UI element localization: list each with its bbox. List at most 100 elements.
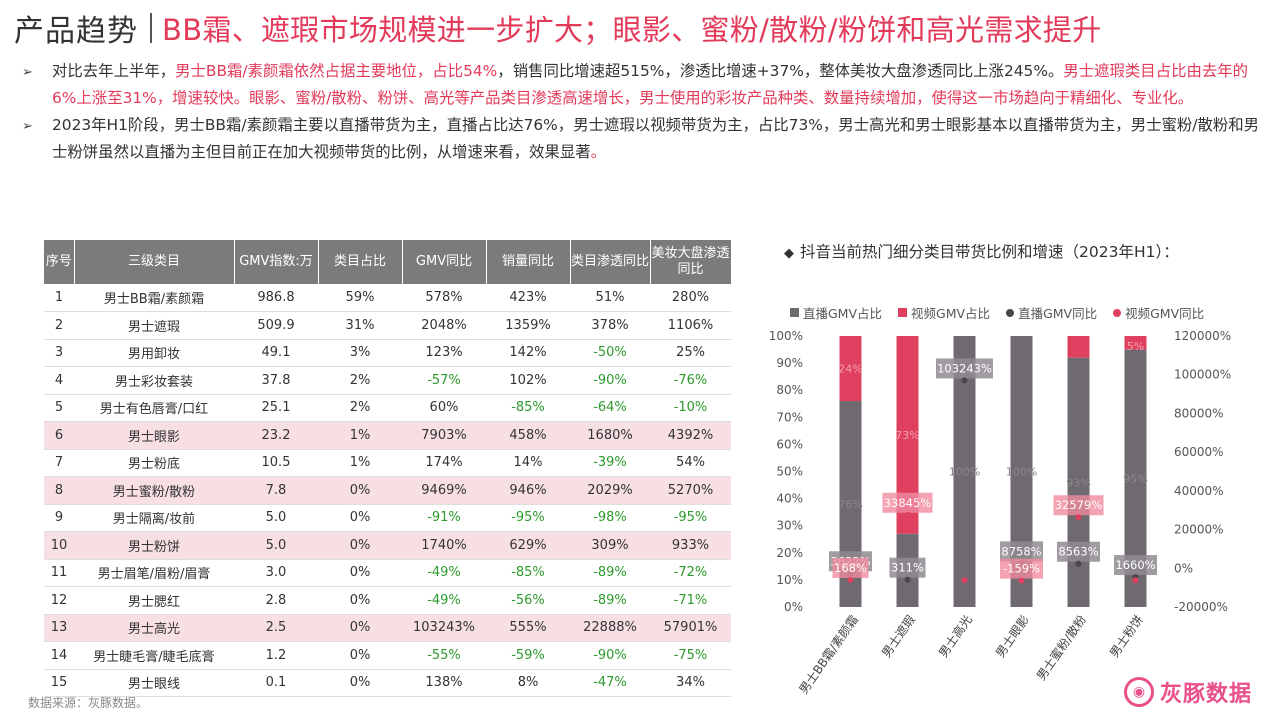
table-cell: 男士BB霜/素颜霜: [74, 284, 234, 312]
table-row: 1 男士BB霜/素颜霜 986.8 59% 578% 423% 51% 280%: [44, 284, 731, 312]
table-cell: 0.1: [234, 669, 318, 697]
bar-video-share: [1067, 336, 1090, 358]
bar-live-share: [953, 336, 976, 607]
y-right-tick-label: 100000%: [1174, 368, 1231, 382]
point-yoy: [1018, 577, 1025, 584]
bar-video-share: [1124, 336, 1147, 350]
table-cell: 8: [44, 476, 74, 505]
chart-legend: 直播GMV占比 视频GMV占比 直播GMV同比 视频GMV同比: [790, 303, 1204, 322]
point-yoy: [904, 576, 911, 583]
table-cell: 0%: [318, 476, 402, 505]
table-cell: 13: [44, 614, 74, 642]
table-cell: 3: [44, 339, 74, 367]
table-cell: 男士粉底: [74, 449, 234, 477]
table-cell: 280%: [650, 284, 731, 312]
bullet-1-middle: ，销售同比增速超515%，渗透比增速+37%，整体美妆大盘渗透同比上涨245%。: [497, 62, 1064, 80]
table-cell: 3.0: [234, 559, 318, 587]
table-header-cell: 类目渗透同比: [570, 240, 651, 284]
table-cell: 0%: [318, 531, 402, 560]
table-cell: 54%: [650, 449, 731, 477]
table-header-cell: GMV指数:万: [234, 240, 319, 284]
arrow-bullet-icon: ➢: [22, 119, 33, 134]
table-cell: 57901%: [650, 614, 731, 642]
legend-label: 直播GMV同比: [1018, 306, 1098, 321]
table-header-cell: 三级类目: [74, 240, 235, 284]
y-left-tick-label: 90%: [776, 356, 803, 370]
table-cell: 12: [44, 586, 74, 615]
table-cell: -49%: [402, 559, 486, 587]
data-label-yoy: 311%: [891, 561, 924, 575]
table-cell: 男士眉笔/眉粉/眉膏: [74, 559, 234, 587]
table-cell: 4: [44, 366, 74, 395]
yoy-label-box: [1057, 541, 1100, 562]
table-cell: 986.8: [234, 284, 318, 312]
table-cell: 14: [44, 641, 74, 670]
table-cell: 2029%: [570, 476, 650, 505]
table-body: 1 男士BB霜/素颜霜 986.8 59% 578% 423% 51% 280% 2 男士遮瑕 50…: [44, 284, 731, 697]
bar-live-share: [1010, 336, 1033, 607]
table-cell: 男士隔离/妆前: [74, 504, 234, 532]
data-label-yoy: 168%: [834, 561, 867, 575]
table-header-cell: 序号: [44, 240, 75, 284]
table-cell: 103243%: [402, 614, 486, 642]
table-cell: 男士粉饼: [74, 531, 234, 560]
table-row: 15 男士眼线 0.1 0% 138% 8% -47% 34%: [44, 669, 731, 697]
yoy-label-box: [936, 358, 993, 379]
data-label-yoy: 103243%: [937, 361, 992, 375]
summary-bullets: ➢ 对比去年上半年，男士BB霜/素颜霜依然占据主要地位，占比54%，销售同比增速…: [22, 58, 1262, 166]
table-cell: 25%: [650, 339, 731, 367]
table-header-cell: GMV同比: [402, 240, 487, 284]
table-cell: 10.5: [234, 449, 318, 477]
table-cell: 1680%: [570, 421, 650, 450]
data-label-video-share: 24%: [838, 363, 862, 376]
table-cell: -89%: [570, 559, 650, 587]
y-left-tick-label: 70%: [776, 410, 803, 424]
table-cell: 59%: [318, 284, 402, 312]
x-category-label: 男士遮瑕: [878, 612, 918, 660]
bullet-2-text: 2023年H1阶段，男士BB霜/素颜霜主要以直播带货为主，直播占比达76%，男士…: [52, 112, 1262, 166]
chart-title: ◆ 抖音当前热门细分类目带货比例和增速（2023年H1）：: [784, 240, 1179, 262]
table-cell: -85%: [486, 559, 570, 587]
table-cell: 2: [44, 311, 74, 340]
yoy-label-box: [1000, 558, 1043, 579]
page-title: 产品趋势: [14, 14, 138, 49]
table-cell: 10: [44, 531, 74, 560]
legend-label: 直播GMV占比: [803, 306, 883, 321]
bullet-1: ➢ 对比去年上半年，男士BB霜/素颜霜依然占据主要地位，占比54%，销售同比增速…: [22, 58, 1262, 112]
table-cell: 3%: [318, 339, 402, 367]
bullet-2: ➢ 2023年H1阶段，男士BB霜/素颜霜主要以直播带货为主，直播占比达76%，…: [22, 112, 1262, 166]
data-label-yoy: 32579%: [1055, 498, 1103, 512]
legend-label: 视频GMV占比: [911, 306, 991, 321]
table-cell: 男士腮红: [74, 586, 234, 615]
table-cell: 946%: [486, 476, 570, 505]
page-subtitle: BB霜、遮瑕市场规模进一步扩大；眼影、蜜粉/散粉/粉饼和高光需求提升: [162, 13, 1102, 47]
table-cell: 25.1: [234, 394, 318, 422]
data-label-live-share: 76%: [838, 498, 862, 511]
table-cell: 423%: [486, 284, 570, 312]
point-yoy: [961, 577, 968, 584]
table-row: 8 男士蜜粉/散粉 7.8 0% 9469% 946% 2029% 5270%: [44, 476, 731, 505]
table-cell: 1%: [318, 449, 402, 477]
table-cell: 309%: [570, 531, 650, 560]
y-left-tick-label: 60%: [776, 437, 803, 451]
table-row: 5 男士有色唇膏/口红 25.1 2% 60% -85% -64% -10%: [44, 394, 731, 422]
table-cell: -50%: [570, 339, 650, 367]
data-label-video-share: 5%: [1127, 340, 1144, 353]
table-cell: 1: [44, 284, 74, 312]
y-right-tick-label: 0%: [1174, 561, 1193, 575]
table-cell: 男士高光: [74, 614, 234, 642]
table-cell: 49.1: [234, 339, 318, 367]
table-cell: -55%: [402, 641, 486, 670]
table-row: 6 男士眼影 23.2 1% 7903% 458% 1680% 4392%: [44, 421, 731, 450]
table-cell: -89%: [570, 586, 650, 615]
table-cell: 0%: [318, 641, 402, 670]
brand-logo: ◉ 灰豚数据: [1124, 676, 1252, 708]
legend-swatch: [790, 308, 799, 317]
table-cell: -98%: [570, 504, 650, 532]
gmv-share-chart: 0% 10% 20% 30% 40% 50% 60% 70% 80% 90% 100% -20000%…: [769, 329, 1232, 697]
table-cell: 男士眼影: [74, 421, 234, 450]
table-row: 10 男士粉饼 5.0 0% 1740% 629% 309% 933%: [44, 531, 731, 560]
table-cell: 1359%: [486, 311, 570, 340]
table-cell: -10%: [650, 394, 731, 422]
table-cell: -71%: [650, 586, 731, 615]
